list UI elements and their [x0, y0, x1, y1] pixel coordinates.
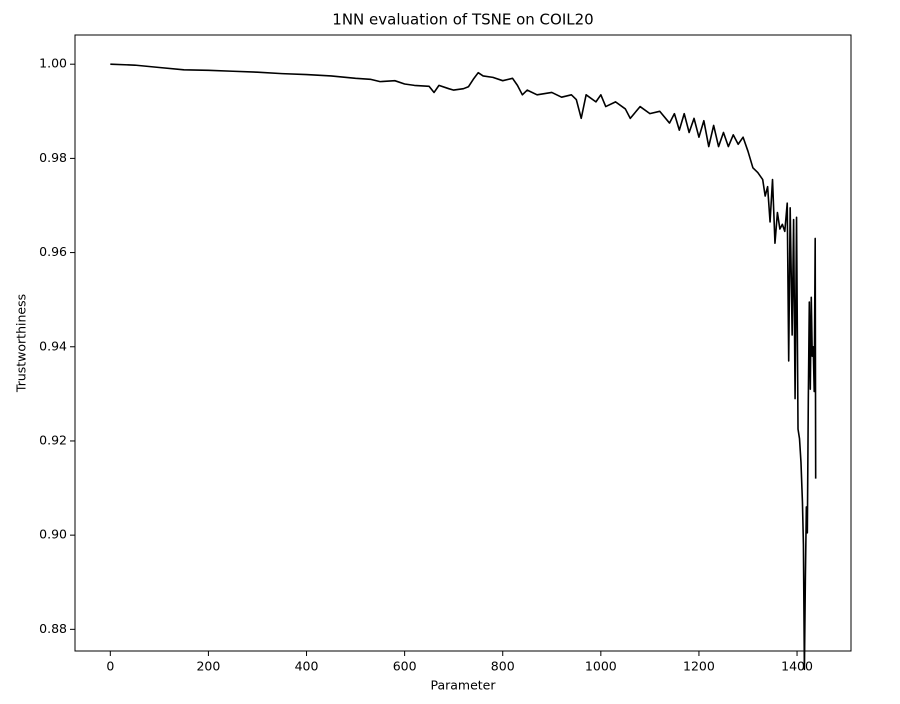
- x-tick-label: 0: [106, 659, 114, 674]
- x-tick-label: 800: [491, 659, 515, 674]
- y-tick-label: 1.00: [39, 56, 67, 71]
- x-tick-label: 1000: [585, 659, 617, 674]
- y-axis-label: Trustworthiness: [14, 294, 29, 393]
- x-tick-label: 1400: [781, 659, 813, 674]
- y-tick-label: 0.96: [39, 244, 67, 259]
- x-axis-label: Parameter: [430, 678, 496, 693]
- data-line: [110, 63, 817, 671]
- y-tick-label: 0.92: [39, 432, 67, 447]
- y-tick-label: 0.94: [39, 338, 67, 353]
- y-tick-label: 0.98: [39, 150, 67, 165]
- y-tick-label: 0.88: [39, 621, 67, 636]
- x-tick-label: 600: [393, 659, 417, 674]
- x-tick-label: 200: [196, 659, 220, 674]
- x-tick-label: 400: [295, 659, 319, 674]
- chart-title: 1NN evaluation of TSNE on COIL20: [332, 11, 593, 29]
- plot-frame: [74, 34, 852, 652]
- x-tick-label: 1200: [683, 659, 715, 674]
- y-tick-label: 0.90: [39, 527, 67, 542]
